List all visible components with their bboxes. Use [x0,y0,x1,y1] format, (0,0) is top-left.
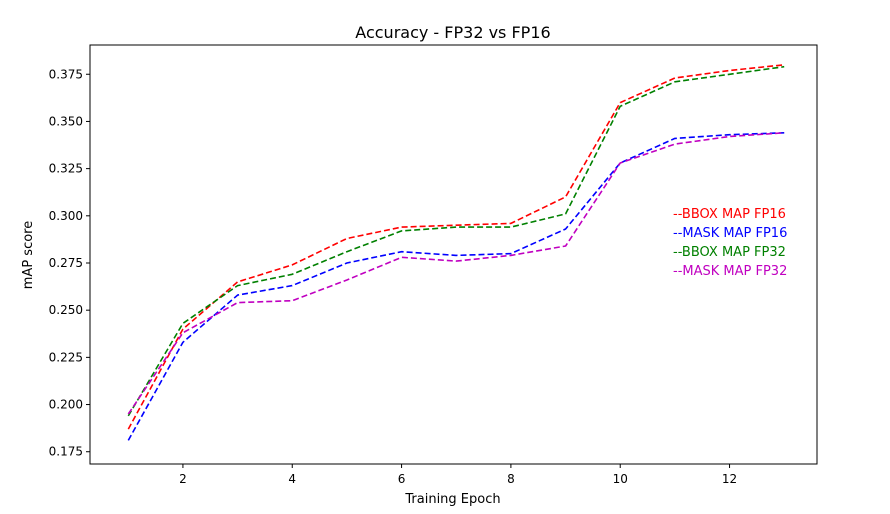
y-tick-label: 0.200 [49,398,83,412]
legend-entry: --BBOX MAP FP16 [673,207,786,222]
series-line-mask-map-fp16 [127,132,785,441]
y-tick-label: 0.375 [49,67,83,81]
series-line-mask-map-fp32 [127,132,785,415]
y-tick-label: 0.275 [49,256,83,270]
y-tick-label: 0.250 [49,303,83,317]
y-tick-label: 0.350 [49,114,83,128]
y-axis-title: mAP score [21,221,36,289]
series-line-bbox-map-fp32 [127,65,785,417]
x-tick-label: 2 [179,472,187,486]
y-tick-label: 0.300 [49,209,83,223]
legend-entry: --MASK MAP FP16 [673,226,787,241]
chart-title: Accuracy - FP32 vs FP16 [355,23,550,42]
legend-entry: --BBOX MAP FP32 [673,245,786,260]
y-tick-label: 0.325 [49,162,83,176]
x-axis-title: Training Epoch [404,492,500,507]
plot-frame [89,44,818,465]
x-tick-label: 8 [507,472,515,486]
y-axis: 0.175 0.200 0.225 0.250 0.275 0.300 0.325 0.350… [49,67,90,459]
legend: --BBOX MAP FP16 --MASK MAP FP16 --BBOX MAP… [673,207,787,279]
x-axis: 2 4 6 8 10 12 [179,464,737,486]
y-tick-label: 0.225 [49,350,83,364]
series-line-bbox-map-fp16 [127,64,785,430]
legend-entry: --MASK MAP FP32 [673,264,787,279]
series-layer [127,64,785,441]
x-tick-label: 10 [613,472,628,486]
y-tick-label: 0.175 [49,445,83,459]
x-tick-label: 6 [398,472,406,486]
x-tick-label: 4 [288,472,296,486]
x-tick-label: 12 [722,472,737,486]
